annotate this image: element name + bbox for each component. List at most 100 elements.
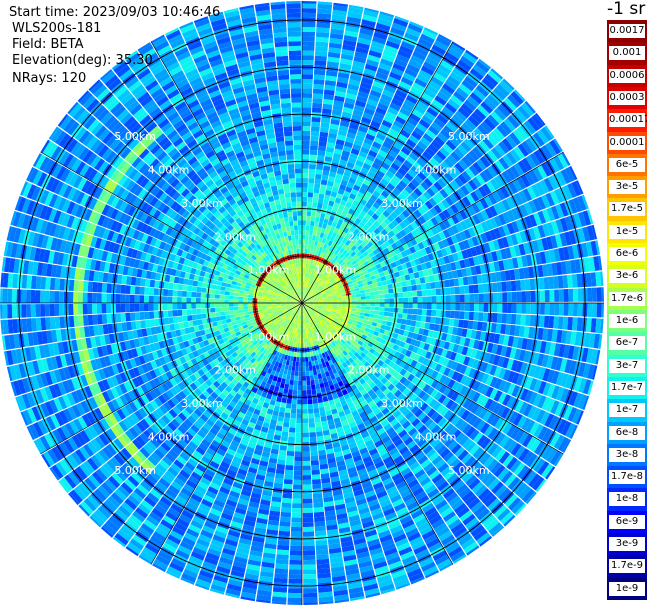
range-gate [437, 462, 449, 473]
range-gate [303, 297, 307, 302]
range-gate [476, 212, 485, 223]
range-gate [429, 323, 435, 331]
range-gate [334, 345, 340, 351]
range-gate [407, 117, 419, 127]
range-gate [340, 268, 346, 274]
range-gate [294, 451, 302, 457]
range-gate [316, 293, 322, 297]
range-gate [502, 211, 511, 224]
range-gate [349, 193, 357, 200]
range-gate [390, 386, 399, 395]
range-gate [309, 268, 313, 274]
range-gate [553, 343, 561, 357]
range-gate [546, 222, 555, 236]
range-gate [355, 311, 361, 315]
range-gate [279, 526, 291, 532]
range-gate [312, 286, 317, 291]
range-gate [445, 350, 453, 359]
range-gate [455, 129, 467, 141]
range-gate [302, 41, 315, 47]
range-gate [325, 70, 338, 77]
range-gate [402, 291, 408, 298]
range-gate [467, 357, 475, 368]
range-gate [364, 292, 370, 297]
range-gate [315, 282, 320, 288]
range-gate [389, 418, 399, 427]
range-gate [381, 190, 390, 199]
range-gate [480, 121, 493, 134]
range-gate [370, 194, 378, 202]
range-gate [475, 174, 486, 186]
range-gate [307, 244, 311, 250]
range-gate [350, 173, 359, 180]
range-gate [350, 310, 356, 315]
range-gate [435, 191, 445, 202]
range-gate [328, 176, 336, 183]
range-gate [360, 81, 372, 90]
range-gate [303, 304, 308, 308]
range-gate [368, 94, 380, 103]
range-gate [492, 313, 498, 323]
range-gate [358, 271, 365, 277]
range-gate [431, 267, 438, 275]
range-gate [318, 449, 326, 456]
range-gate [355, 134, 365, 142]
range-gate [434, 317, 441, 325]
range-gate [412, 346, 419, 354]
range-gate [411, 376, 419, 385]
range-gate [444, 318, 450, 326]
range-gate [487, 150, 498, 163]
range-gate [372, 36, 387, 45]
range-gate [567, 183, 577, 198]
range-gate [358, 151, 368, 159]
range-gate [490, 461, 502, 475]
range-gate [477, 124, 489, 137]
range-gate [346, 88, 358, 96]
range-gate [286, 398, 292, 404]
range-gate [366, 324, 372, 329]
range-gate [561, 152, 571, 166]
range-gate [485, 363, 493, 375]
range-gate [355, 343, 362, 349]
range-gate [302, 215, 307, 221]
range-gate [479, 331, 487, 341]
range-gate [302, 173, 309, 179]
range-gate [314, 250, 319, 256]
range-gate [433, 324, 440, 332]
range-gate [329, 277, 335, 283]
range-gate [420, 262, 428, 271]
range-gate [342, 249, 348, 256]
range-gate [407, 182, 417, 191]
range-gate [363, 330, 369, 336]
range-gate [500, 511, 514, 525]
range-gate [486, 94, 500, 107]
range-gate [485, 386, 494, 398]
range-gate [370, 354, 377, 361]
range-gate [482, 183, 492, 195]
range-gate [427, 421, 437, 431]
range-gate [322, 296, 328, 299]
range-gate [296, 352, 300, 358]
range-gate [412, 303, 418, 309]
range-gate [460, 141, 472, 153]
range-gate [341, 221, 348, 228]
range-gate [460, 409, 471, 421]
range-gate [332, 304, 338, 307]
range-gate [555, 234, 563, 248]
range-gate [339, 247, 345, 254]
range-gate [293, 484, 302, 490]
range-gate [401, 263, 408, 270]
range-gate [302, 178, 308, 183]
range-gate [375, 388, 383, 397]
range-gate [422, 384, 431, 393]
range-gate [570, 259, 577, 274]
range-gate [362, 224, 370, 231]
range-gate [316, 549, 329, 555]
range-gate [584, 332, 591, 348]
range-gate [302, 390, 307, 395]
range-gate [521, 303, 527, 314]
range-gate [335, 139, 345, 146]
range-gate [398, 308, 404, 314]
range-gate [302, 291, 304, 296]
